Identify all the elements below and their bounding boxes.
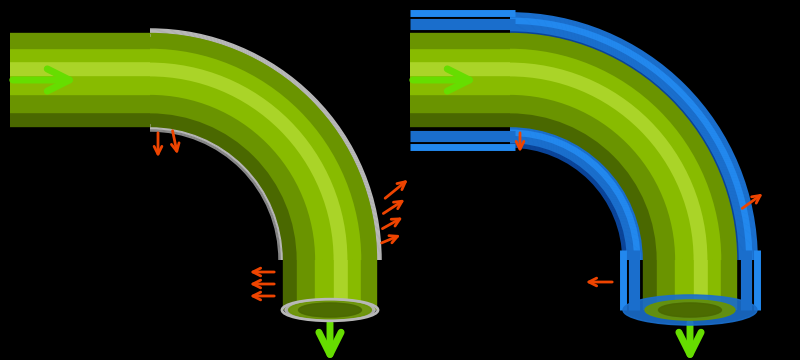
Ellipse shape — [289, 301, 371, 319]
Ellipse shape — [285, 300, 375, 320]
Ellipse shape — [645, 300, 735, 320]
Ellipse shape — [298, 303, 362, 317]
Ellipse shape — [658, 303, 722, 317]
Ellipse shape — [623, 295, 757, 325]
